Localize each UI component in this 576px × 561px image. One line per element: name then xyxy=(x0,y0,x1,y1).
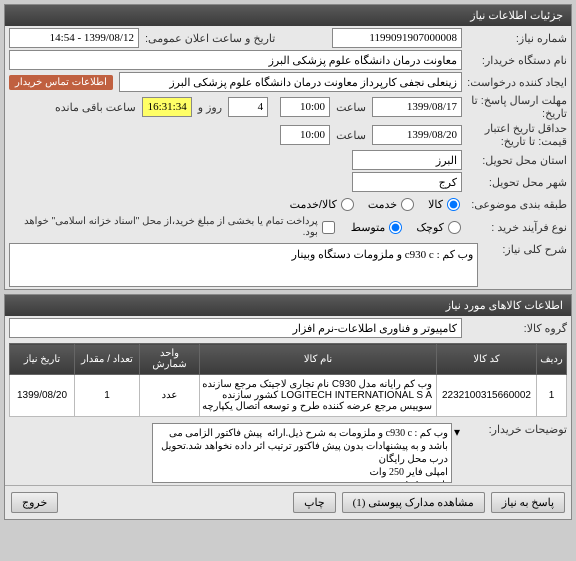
payment-note: پرداخت تمام یا بخشی از مبلغ خرید،از محل … xyxy=(9,216,322,238)
col-unit: واحد شمارش xyxy=(140,344,200,375)
chevron-down-icon[interactable]: ▾ xyxy=(452,423,462,441)
exit-button[interactable]: خروج xyxy=(11,492,58,513)
col-row: ردیف xyxy=(537,344,567,375)
pub-datetime-label: تاریخ و ساعت اعلان عمومی: xyxy=(139,32,281,45)
cell-row: 1 xyxy=(537,375,567,417)
hour-label-2: ساعت xyxy=(330,129,372,142)
reply-date-field[interactable] xyxy=(372,97,462,117)
days-left-field xyxy=(228,97,268,117)
hour-label-1: ساعت xyxy=(330,101,372,114)
need-title-label: شرح کلی نیاز: xyxy=(478,243,567,256)
city-label: شهر محل تحویل: xyxy=(462,176,567,189)
product-group-label: گروه کالا: xyxy=(462,322,567,335)
province-label: استان محل تحویل: xyxy=(462,154,567,167)
table-row[interactable]: 1 2232100315660002 وب کم رایانه مدل C930… xyxy=(10,375,567,417)
need-title-field[interactable] xyxy=(9,243,478,287)
print-button[interactable]: چاپ xyxy=(293,492,336,513)
province-field[interactable] xyxy=(352,150,462,170)
buyer-name-label: نام دستگاه خریدار: xyxy=(462,54,567,67)
cell-name: وب کم رایانه مدل C930 نام تجاری لاجیتک م… xyxy=(200,375,437,417)
buyer-notes-label: توضیحات خریدار: xyxy=(462,423,567,436)
hours-left-label: ساعت باقی مانده xyxy=(49,101,142,114)
city-field[interactable] xyxy=(352,172,462,192)
radio-service[interactable]: خدمت xyxy=(368,198,416,211)
col-name: نام کالا xyxy=(200,344,437,375)
reply-deadline-label: مهلت ارسال پاسخ: تا تاریخ: xyxy=(462,94,567,120)
product-group-field[interactable] xyxy=(9,318,462,338)
details-header: جزئیات اطلاعات نیاز xyxy=(5,5,571,26)
price-validity-label: حداقل تاریخ اعتبار قیمت: تا تاریخ: xyxy=(462,122,567,148)
radio-both[interactable]: کالا/خدمت xyxy=(290,198,356,211)
countdown-field xyxy=(142,97,192,117)
reply-time-field[interactable] xyxy=(280,97,330,117)
process-type-label: نوع فرآیند خرید : xyxy=(463,221,567,234)
creator-label: ایجاد کننده درخواست: xyxy=(462,76,567,89)
col-date: تاریخ نیاز xyxy=(10,344,75,375)
need-no-field[interactable] xyxy=(332,28,462,48)
day-and-label: روز و xyxy=(192,101,228,114)
radio-medium[interactable]: متوسط xyxy=(351,221,405,234)
radio-goods[interactable]: کالا xyxy=(428,198,462,211)
col-code: کد کالا xyxy=(437,344,537,375)
radio-small[interactable]: کوچک xyxy=(416,221,463,234)
creator-field[interactable] xyxy=(119,72,462,92)
cell-code: 2232100315660002 xyxy=(437,375,537,417)
price-time-field[interactable] xyxy=(280,125,330,145)
contact-tab[interactable]: اطلاعات تماس خریدار xyxy=(9,75,113,90)
category-label: طبقه بندی موضوعی: xyxy=(462,198,567,211)
col-qty: تعداد / مقدار xyxy=(75,344,140,375)
cell-date: 1399/08/20 xyxy=(10,375,75,417)
buyer-notes-field[interactable] xyxy=(152,423,452,483)
cell-unit: عدد xyxy=(140,375,200,417)
price-date-field[interactable] xyxy=(372,125,462,145)
cell-qty: 1 xyxy=(75,375,140,417)
pub-datetime-field[interactable] xyxy=(9,28,139,48)
items-table: ردیف کد کالا نام کالا واحد شمارش تعداد /… xyxy=(9,343,567,417)
need-no-label: شماره نیاز: xyxy=(462,32,567,45)
items-header: اطلاعات کالاهای مورد نیاز xyxy=(5,295,571,316)
buyer-name-field[interactable] xyxy=(9,50,462,70)
treasury-checkbox[interactable] xyxy=(322,221,335,234)
attachments-button[interactable]: مشاهده مدارک پیوستی (1) xyxy=(342,492,485,513)
reply-button[interactable]: پاسخ به نیاز xyxy=(491,492,565,513)
